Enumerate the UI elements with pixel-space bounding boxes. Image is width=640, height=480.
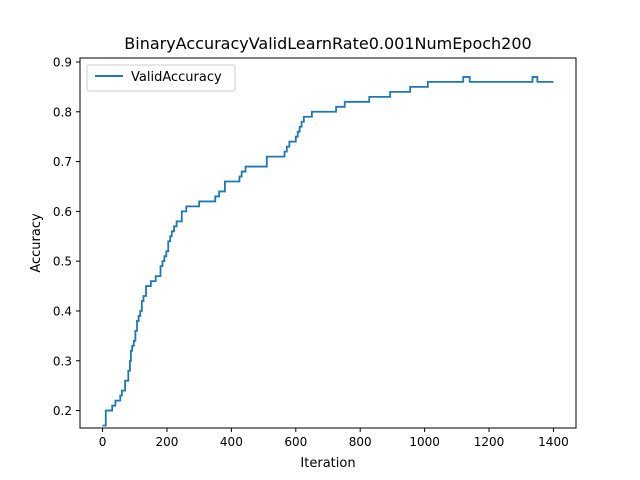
y-tick-label: 0.8 [53,105,72,119]
y-tick-label: 0.2 [53,404,72,418]
legend-box [86,64,236,92]
y-tick-label: 0.4 [53,304,72,318]
x-axis-label: Iteration [300,456,355,471]
series-line-valid-accuracy [102,76,554,427]
y-axis-label: Accuracy [29,213,44,273]
y-tick-label: 0.6 [53,205,72,219]
x-tick-label: 1400 [538,435,569,449]
x-tick-label: 200 [156,435,179,449]
y-tick-label: 0.5 [53,255,72,269]
x-tick-label: 400 [220,435,243,449]
y-tick-label: 0.3 [53,354,72,368]
y-tick-label: 0.7 [53,155,72,169]
legend: ValidAccuracy [86,64,236,92]
x-tick-label: 600 [284,435,307,449]
axes-frame [79,57,577,429]
y-axis: 0.2 0.3 0.4 0.5 0.6 0.7 0.8 0.9 [53,55,80,418]
x-tick-label: 1200 [474,435,505,449]
x-axis: 0 200 400 600 800 1000 1200 1400 [99,428,569,449]
plot-area [102,76,554,427]
x-tick-label: 800 [349,435,372,449]
legend-label: ValidAccuracy [131,70,222,85]
y-tick-label: 0.9 [53,55,72,69]
x-tick-label: 0 [99,435,107,449]
chart-title: BinaryAccuracyValidLearnRate0.001NumEpoc… [124,34,531,53]
x-tick-label: 1000 [409,435,440,449]
